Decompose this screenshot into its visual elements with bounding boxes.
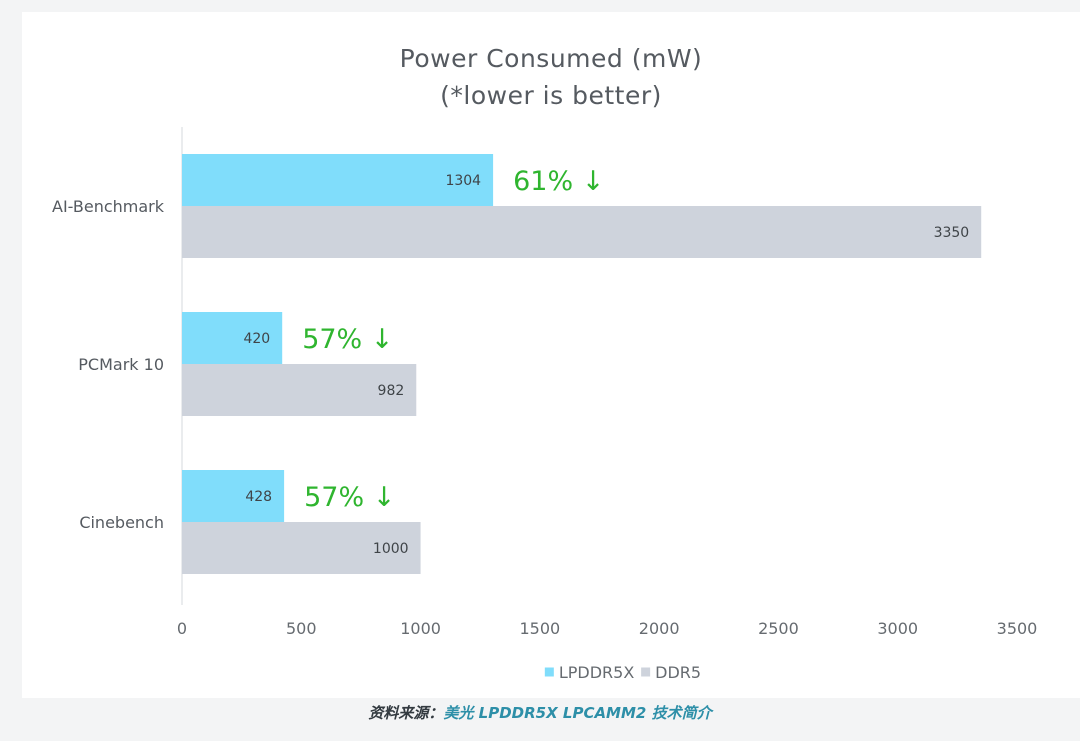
legend-swatch-lpddr5x bbox=[544, 667, 554, 677]
bar-lpddr5x bbox=[182, 154, 494, 206]
x-tick-label: 1500 bbox=[519, 619, 560, 638]
category-label: AI-Benchmark bbox=[52, 197, 165, 216]
source-value: 美光 LPDDR5X LPCAMM2 技术简介 bbox=[443, 704, 712, 722]
source-caption: 资料来源：美光 LPDDR5X LPCAMM2 技术简介 bbox=[0, 702, 1080, 723]
bar-ddr5 bbox=[182, 522, 421, 574]
reduction-annotation: 61% ↓ bbox=[513, 166, 604, 197]
bar-lpddr5x bbox=[182, 470, 285, 522]
category-label: PCMark 10 bbox=[78, 355, 164, 374]
data-label-lpddr5x: 1304 bbox=[445, 173, 481, 189]
legend-swatch-ddr5 bbox=[641, 667, 651, 677]
data-label-ddr5: 3350 bbox=[934, 225, 970, 241]
legend-label-ddr5: DDR5 bbox=[655, 663, 701, 682]
chart-subtitle: (*lower is better) bbox=[440, 81, 662, 110]
x-tick-label: 0 bbox=[177, 619, 187, 638]
x-tick-label: 500 bbox=[286, 619, 317, 638]
legend-label-lpddr5x: LPDDR5X bbox=[559, 663, 635, 682]
bar-chart: AI-Benchmark 1304 3350 61% ↓ PCMark 10 420 982… bbox=[52, 127, 1038, 682]
data-label-ddr5: 982 bbox=[378, 383, 405, 399]
x-tick-label: 2500 bbox=[758, 619, 799, 638]
reduction-annotation: 57% ↓ bbox=[302, 324, 393, 355]
bar-lpddr5x bbox=[182, 312, 283, 364]
data-label-ddr5: 1000 bbox=[373, 541, 409, 557]
data-label-lpddr5x: 420 bbox=[243, 331, 270, 347]
chart-title: Power Consumed (mW) bbox=[399, 44, 703, 73]
chart-title-block: Power Consumed (mW) (*lower is better) bbox=[22, 40, 1080, 114]
x-tick-label: 3000 bbox=[877, 619, 918, 638]
source-label: 资料来源： bbox=[368, 704, 444, 722]
x-tick-label: 1000 bbox=[400, 619, 441, 638]
chart-panel: Power Consumed (mW) (*lower is better) A… bbox=[22, 12, 1080, 698]
category-label: Cinebench bbox=[79, 513, 164, 532]
x-tick-label: 3500 bbox=[997, 619, 1038, 638]
data-label-lpddr5x: 428 bbox=[245, 489, 272, 505]
reduction-annotation: 57% ↓ bbox=[304, 482, 395, 513]
bar-ddr5 bbox=[182, 206, 982, 258]
bar-ddr5 bbox=[182, 364, 417, 416]
x-tick-label: 2000 bbox=[639, 619, 680, 638]
